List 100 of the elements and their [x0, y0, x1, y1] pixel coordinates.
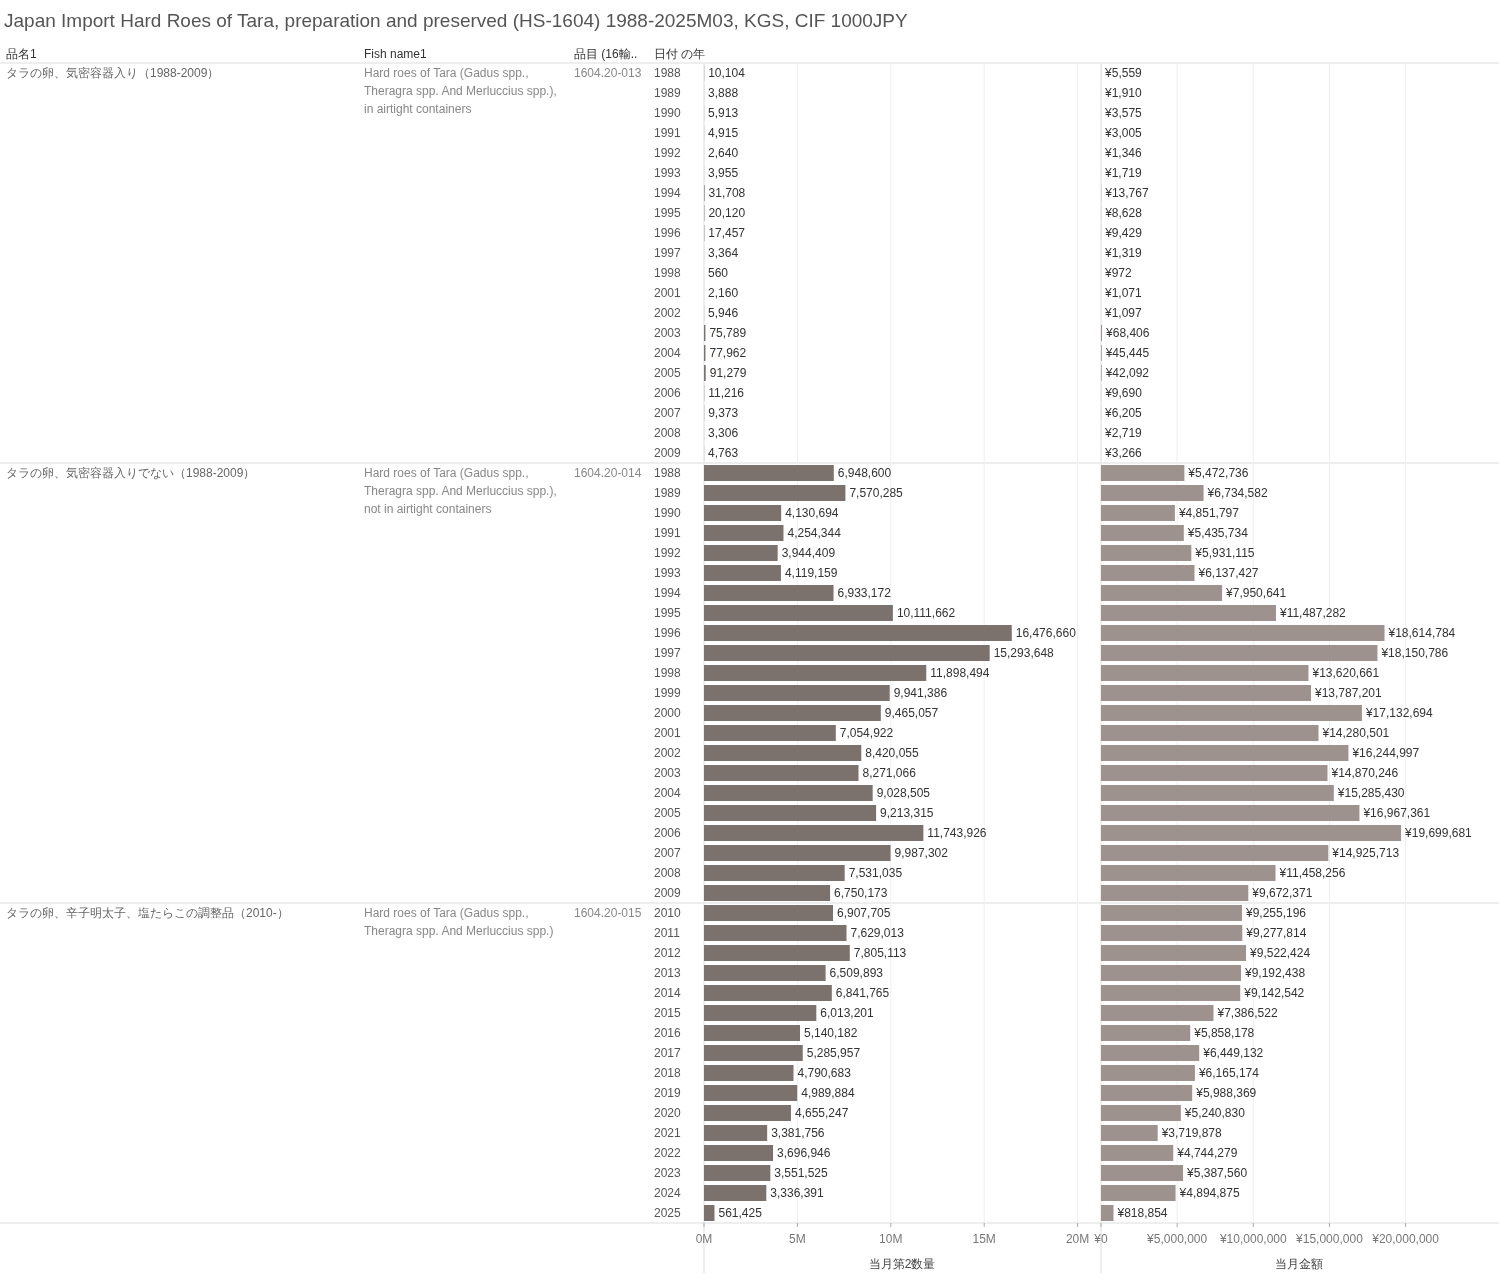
y-tick-label: 2012	[654, 946, 682, 960]
bar	[1101, 805, 1360, 821]
data-label: ¥7,950,641	[1225, 586, 1287, 600]
x-tick-label: ¥5,000,000	[1146, 1232, 1208, 1246]
y-tick-label: 2014	[654, 986, 682, 1000]
bar	[704, 745, 862, 761]
data-label: ¥5,858,178	[1193, 1026, 1255, 1040]
bar	[1101, 765, 1328, 781]
data-label: 3,944,409	[781, 546, 836, 560]
data-label: ¥1,346	[1104, 146, 1143, 160]
y-tick-label: 1992	[654, 146, 682, 160]
data-label: ¥5,387,560	[1186, 1166, 1248, 1180]
data-label: 6,013,201	[820, 1006, 875, 1020]
y-tick-label: 1998	[654, 666, 682, 680]
data-label: ¥15,285,430	[1336, 786, 1405, 800]
data-label: ¥3,575	[1104, 106, 1143, 120]
text: Hard roes of Tara (Gadus spp., Theragra spp. And Merluccius spp.)	[364, 906, 554, 938]
bar	[704, 945, 850, 961]
bar	[1101, 485, 1204, 501]
data-label: 17,457	[708, 226, 746, 240]
bar	[1101, 625, 1385, 641]
bar	[704, 965, 826, 981]
data-label: 6,750,173	[834, 886, 888, 900]
data-label: 3,381,756	[771, 1126, 825, 1140]
data-label: 560	[708, 266, 729, 280]
data-label: 4,130,694	[785, 506, 839, 520]
x-axis-title: 当月金額	[1275, 1257, 1323, 1271]
y-tick-label: 1995	[654, 606, 682, 620]
y-tick-label: 1990	[654, 506, 682, 520]
bar	[704, 725, 836, 741]
bar	[704, 505, 782, 521]
data-label: ¥3,719,878	[1160, 1126, 1223, 1140]
y-tick-label: 2005	[654, 366, 682, 380]
data-label: ¥9,192,438	[1244, 966, 1306, 980]
y-tick-label: 2022	[654, 1146, 682, 1160]
y-tick-label: 2001	[654, 286, 682, 300]
data-label: 2,640	[708, 146, 739, 160]
data-label: 3,955	[708, 166, 739, 180]
y-tick-label: 2002	[654, 306, 682, 320]
bar	[704, 525, 784, 541]
y-tick-label: 2004	[654, 786, 682, 800]
data-label: 7,805,113	[853, 946, 907, 960]
y-tick-label: 2009	[654, 446, 682, 460]
y-tick-label: 2020	[654, 1106, 682, 1120]
data-label: ¥18,614,784	[1387, 626, 1456, 640]
y-tick-label: 2008	[654, 866, 682, 880]
data-label: ¥5,931,115	[1194, 546, 1255, 560]
data-label: 6,907,705	[837, 906, 891, 920]
bar	[1101, 585, 1223, 601]
y-tick-label: 2025	[654, 1206, 682, 1220]
data-label: ¥1,910	[1104, 86, 1143, 100]
data-label: ¥11,487,282	[1278, 606, 1347, 620]
y-tick-label: 1996	[654, 226, 682, 240]
data-label: 3,364	[708, 246, 739, 260]
data-label: 4,763	[708, 446, 739, 460]
data-label: ¥14,925,713	[1331, 846, 1400, 860]
bar	[1101, 545, 1192, 561]
x-tick-label: 10M	[879, 1232, 903, 1246]
bar	[1101, 1065, 1195, 1081]
data-label: ¥45,445	[1104, 346, 1150, 360]
data-label: 5,913	[708, 106, 739, 120]
bar	[704, 1205, 715, 1221]
bar	[704, 485, 846, 501]
data-label: ¥9,277,814	[1245, 926, 1307, 940]
data-label: 9,028,505	[876, 786, 931, 800]
bar	[704, 1005, 817, 1021]
data-label: 4,989,884	[801, 1086, 855, 1100]
bar	[704, 585, 834, 601]
bar	[1101, 1105, 1181, 1121]
data-label: 9,373	[708, 406, 739, 420]
bar	[1101, 985, 1241, 1001]
x-tick-label: 20M	[1065, 1232, 1090, 1246]
data-label: 11,898,494	[930, 666, 990, 680]
data-label: 91,279	[709, 366, 747, 380]
y-tick-label: 1995	[654, 206, 682, 220]
bar	[704, 665, 927, 681]
y-tick-label: 2015	[654, 1006, 682, 1020]
data-label: ¥4,744,279	[1176, 1146, 1238, 1160]
data-label: ¥5,472,736	[1187, 466, 1249, 480]
data-label: 6,509,893	[829, 966, 884, 980]
bar	[704, 1185, 767, 1201]
data-label: 561,425	[718, 1206, 763, 1220]
data-label: ¥68,406	[1105, 326, 1150, 340]
bar	[704, 1085, 798, 1101]
data-label: ¥42,092	[1104, 366, 1150, 380]
bar	[1101, 745, 1349, 761]
data-label: ¥8,628	[1104, 206, 1143, 220]
data-label: ¥9,429	[1104, 226, 1143, 240]
data-label: 4,254,344	[787, 526, 842, 540]
y-tick-label: 2019	[654, 1086, 682, 1100]
y-tick-label: 2002	[654, 746, 682, 760]
data-label: ¥11,458,256	[1278, 866, 1346, 880]
data-label: ¥9,142,542	[1243, 986, 1305, 1000]
y-tick-label: 2016	[654, 1026, 682, 1040]
text: タラの卵、気密容器入りでない（1988-2009）	[6, 466, 256, 480]
data-label: 7,629,013	[850, 926, 905, 940]
y-tick-label: 1990	[654, 106, 682, 120]
data-label: ¥9,522,424	[1249, 946, 1311, 960]
data-label: 15,293,648	[993, 646, 1055, 660]
data-label: 5,285,957	[806, 1046, 861, 1060]
